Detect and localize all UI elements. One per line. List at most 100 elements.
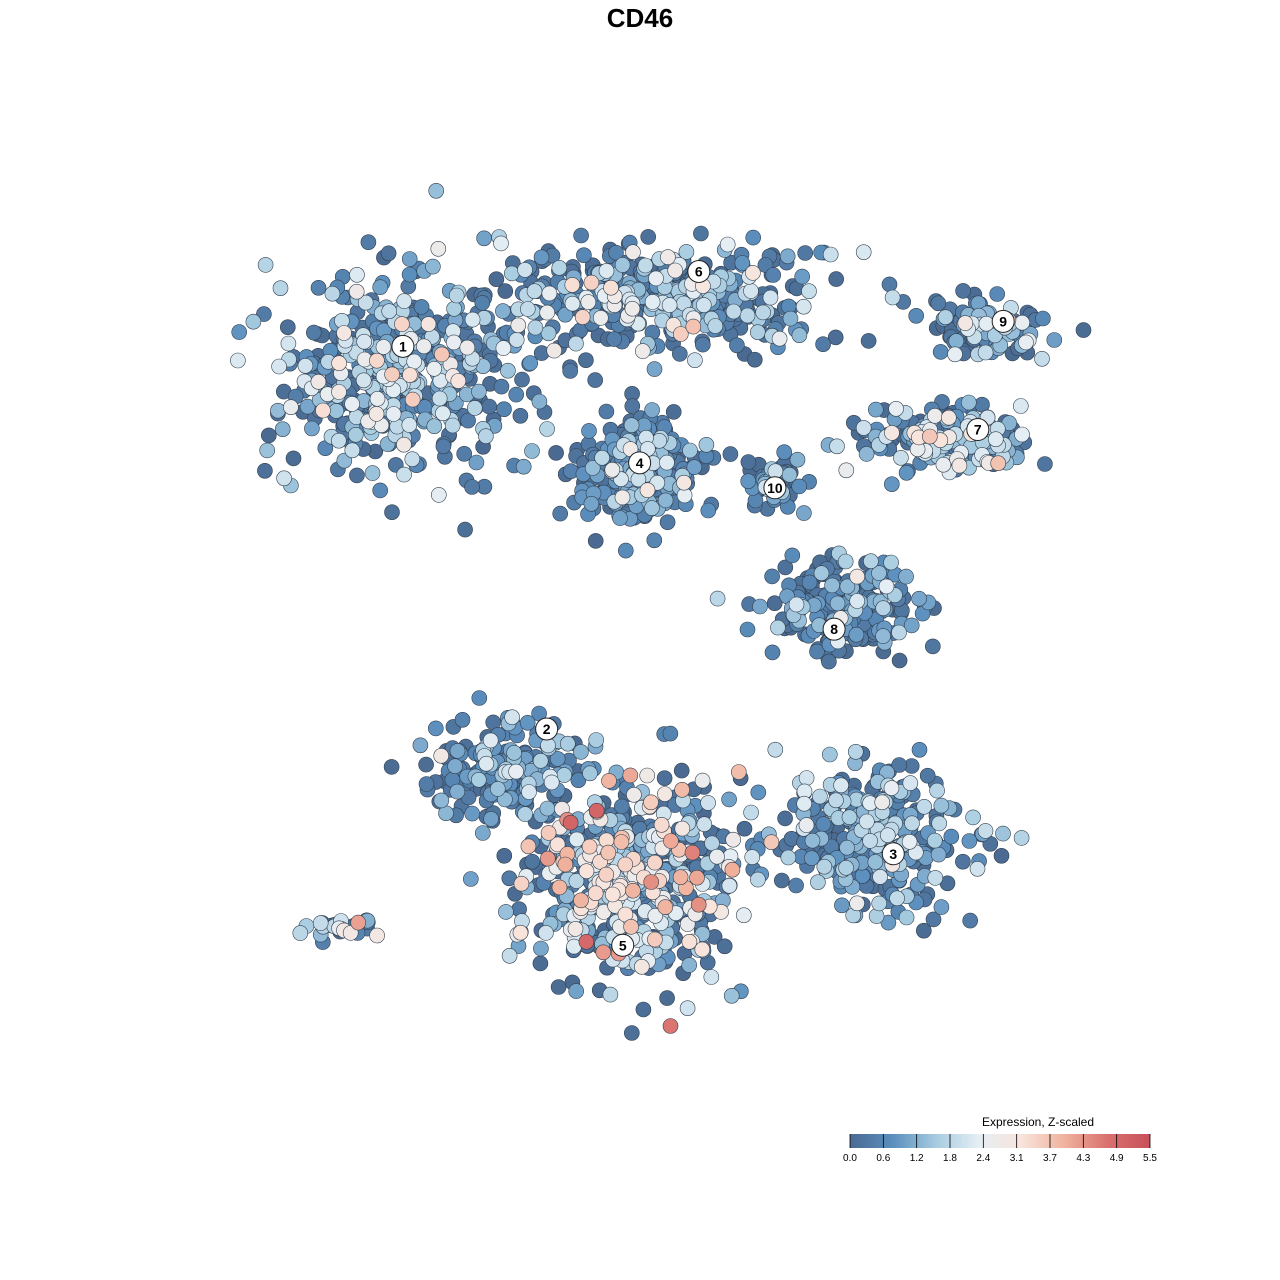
cell-point — [779, 248, 796, 265]
cell-point — [709, 590, 726, 607]
cell-point — [868, 908, 885, 924]
cell-point — [698, 436, 715, 453]
cell-point — [673, 762, 690, 779]
cell-point — [483, 811, 499, 827]
cell-point — [921, 428, 938, 445]
cell-point — [749, 324, 766, 341]
cell-point — [1013, 830, 1030, 846]
cluster-label-text: 6 — [695, 264, 703, 280]
cell-point — [755, 304, 771, 321]
cell-point — [344, 442, 361, 459]
cell-point — [1037, 456, 1053, 472]
cell-point — [798, 770, 815, 786]
cell-point — [435, 405, 451, 422]
cell-point — [283, 399, 299, 416]
cell-point — [849, 568, 866, 585]
cell-point — [687, 352, 703, 369]
cell-point — [788, 877, 804, 894]
cell-point — [404, 391, 421, 408]
cell-point — [744, 849, 761, 865]
cell-point — [356, 333, 373, 350]
cell-point — [285, 450, 302, 467]
cell-point — [762, 289, 779, 306]
cell-point — [496, 847, 513, 864]
cell-point — [330, 432, 347, 449]
cell-point — [955, 283, 971, 299]
cell-point — [624, 300, 641, 317]
cell-point — [500, 362, 516, 379]
cell-point — [933, 899, 950, 915]
cell-point — [612, 510, 628, 526]
cell-point — [489, 781, 506, 797]
legend-tick-label: 1.2 — [910, 1153, 924, 1164]
cell-point — [927, 407, 943, 424]
cell-point — [898, 464, 915, 481]
cell-point — [578, 352, 594, 369]
legend-tick-label: 0.6 — [876, 1153, 890, 1164]
cell-point — [659, 990, 675, 1006]
cell-point — [368, 406, 385, 422]
cell-point — [679, 1000, 696, 1017]
cell-point — [739, 621, 756, 638]
cell-point — [315, 402, 331, 419]
cell-point — [532, 955, 549, 972]
cell-point — [601, 773, 617, 789]
cell-point — [350, 914, 367, 931]
cluster-label-badge — [628, 451, 652, 475]
cell-point — [798, 817, 815, 833]
cell-point — [796, 795, 813, 812]
cell-point — [380, 245, 397, 262]
cell-point — [508, 763, 524, 780]
cell-point — [514, 371, 530, 388]
cell-point — [299, 398, 316, 415]
cell-point — [849, 593, 866, 609]
cell-point — [446, 300, 462, 317]
cell-point — [559, 735, 576, 752]
cell-point — [549, 836, 566, 853]
cell-point — [891, 624, 907, 641]
cell-point — [369, 352, 385, 369]
cell-point — [548, 445, 564, 461]
cell-point — [962, 912, 979, 929]
cell-point — [527, 319, 544, 336]
cell-point — [524, 443, 540, 459]
cell-point — [464, 805, 481, 822]
cell-point — [822, 246, 839, 263]
cell-point — [623, 417, 640, 434]
cell-point — [935, 456, 952, 473]
cell-point — [568, 983, 585, 999]
cell-point — [838, 859, 854, 876]
cell-point — [567, 921, 584, 937]
cell-point — [562, 814, 579, 831]
cell-point — [598, 403, 615, 420]
cell-point — [656, 770, 673, 787]
cell-point — [893, 449, 909, 466]
cell-point — [750, 871, 766, 888]
cell-point — [331, 384, 347, 400]
cell-point — [1018, 334, 1034, 351]
cell-point — [904, 815, 920, 832]
cell-point — [519, 301, 536, 317]
cell-point — [372, 482, 389, 499]
cell-point — [833, 777, 849, 794]
cell-point — [957, 315, 974, 331]
cell-point — [231, 324, 247, 340]
cell-point — [588, 802, 605, 819]
cluster-label-9: 9 — [991, 309, 1015, 333]
cell-point — [360, 234, 377, 250]
cell-point — [551, 879, 568, 896]
cell-point — [743, 804, 759, 821]
cell-point — [743, 283, 759, 299]
cell-point — [961, 833, 978, 849]
cluster-label-3: 3 — [881, 842, 905, 866]
cluster-label-text: 8 — [830, 621, 838, 637]
cell-point — [456, 445, 473, 462]
cell-point — [672, 326, 689, 342]
cell-point — [707, 318, 724, 334]
cell-point — [568, 831, 585, 848]
cell-point — [355, 372, 372, 389]
cell-point — [578, 863, 595, 880]
cell-point — [871, 565, 887, 581]
legend-tick-label: 3.1 — [1010, 1153, 1024, 1164]
cell-point — [969, 860, 986, 877]
